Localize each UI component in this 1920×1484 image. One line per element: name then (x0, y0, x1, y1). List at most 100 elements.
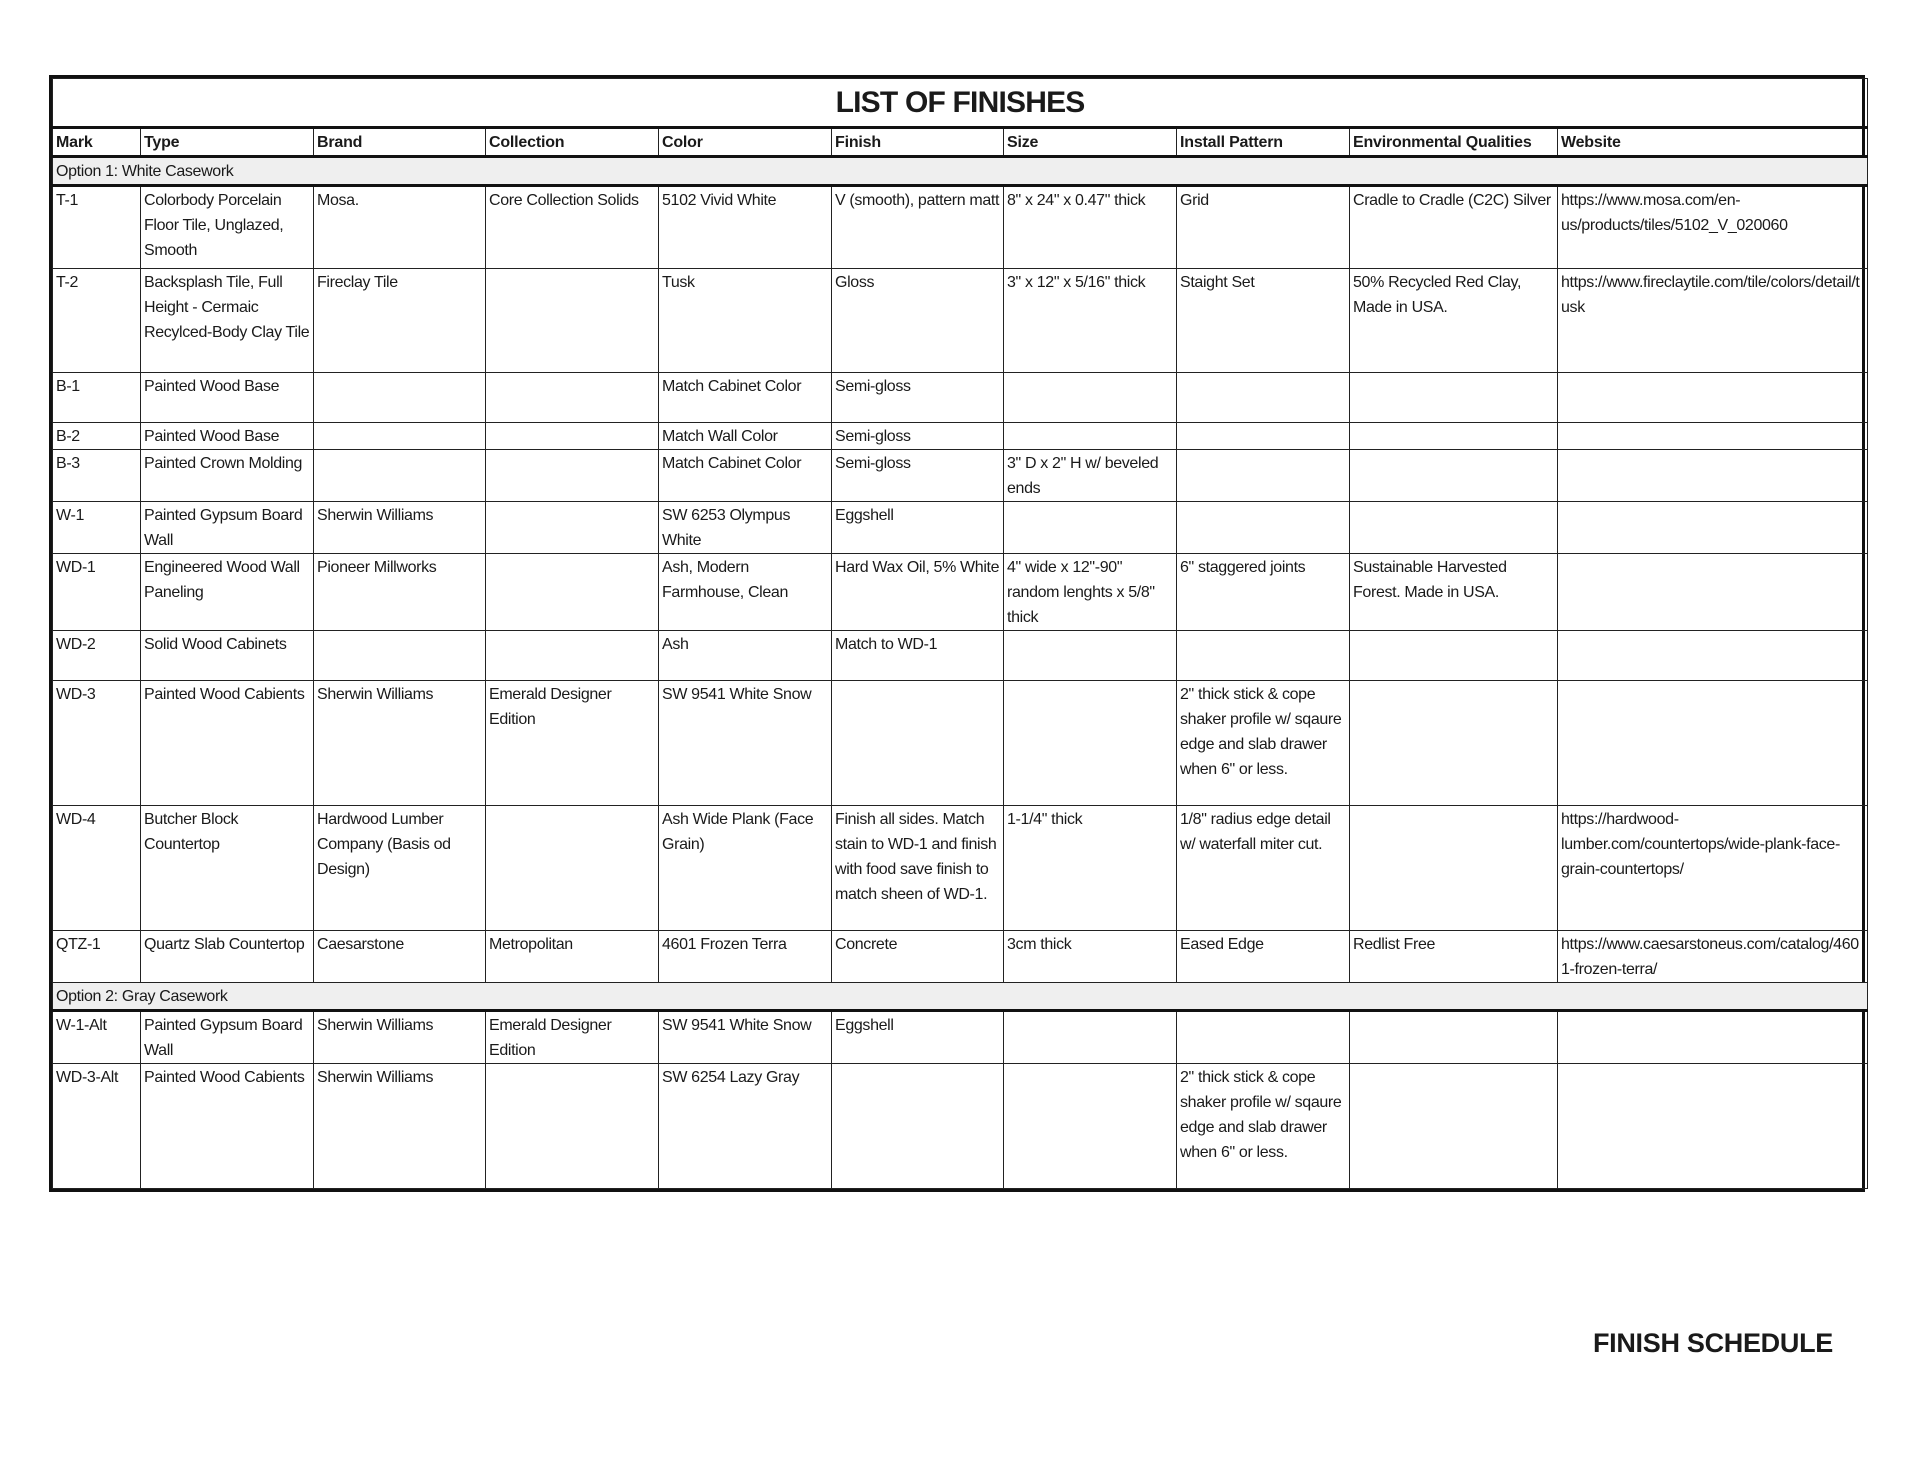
cell-finish: V (smooth), pattern matt (831, 185, 1004, 269)
cell-mark: B-1 (52, 372, 141, 423)
cell-mark: QTZ-1 (52, 930, 141, 983)
cell-type: Painted Wood Cabients (140, 1063, 314, 1189)
table-row: T-2 Backsplash Tile, Full Height - Cermai… (52, 268, 1869, 373)
table-title: LIST OF FINISHES (51, 78, 1869, 129)
cell-install-pattern: Staight Set (1176, 268, 1350, 373)
cell-install-pattern: Grid (1176, 185, 1350, 269)
cell-mark: WD-2 (52, 630, 141, 681)
cell-color: SW 9541 White Snow (658, 680, 832, 806)
cell-environmental-qualities (1349, 680, 1558, 806)
cell-finish (831, 680, 1004, 806)
cell-finish: Semi-gloss (831, 449, 1004, 502)
cell-install-pattern: Eased Edge (1176, 930, 1350, 983)
cell-type: Painted Crown Molding (140, 449, 314, 502)
sheet-footer-title: FINISH SCHEDULE (1592, 1328, 1833, 1358)
cell-color: 5102 Vivid White (658, 185, 832, 269)
section-row: Option 1: White Casework (51, 156, 1869, 187)
cell-type: Painted Wood Base (140, 372, 314, 423)
cell-type: Engineered Wood Wall Paneling (140, 553, 314, 631)
cell-install-pattern: 6" staggered joints (1176, 553, 1350, 631)
cell-brand (313, 372, 486, 423)
cell-website (1556, 449, 1869, 502)
cell-environmental-qualities (1349, 372, 1558, 423)
table-row: WD-3 Painted Wood Cabients Sherwin William… (52, 680, 1869, 806)
cell-environmental-qualities (1349, 805, 1558, 931)
table-row: WD-1 Engineered Wood Wall Paneling Pioneer… (52, 553, 1869, 631)
cell-size: 3" D x 2" H w/ beveled ends (1003, 449, 1177, 502)
table-row: B-3 Painted Crown Molding Match Cabinet Co… (52, 449, 1869, 502)
cell-color: Ash, Modern Farmhouse, Clean (658, 553, 832, 631)
section-label: Option 1: White Casework (51, 156, 1869, 187)
cell-brand: Mosa. (313, 185, 486, 269)
cell-website: https://www.mosa.com/en-us/products/tile… (1556, 185, 1869, 269)
title-row: LIST OF FINISHES (51, 78, 1869, 129)
cell-mark: T-1 (52, 185, 141, 269)
cell-size: 4" wide x 12"-90" random lenghts x 5/8" … (1003, 553, 1177, 631)
cell-environmental-qualities (1349, 1063, 1558, 1189)
section-row: Option 2: Gray Casework (51, 982, 1869, 1012)
cell-collection (485, 1063, 659, 1189)
cell-mark: B-2 (52, 422, 141, 450)
cell-website (1556, 1010, 1869, 1064)
cell-type: Butcher Block Countertop (140, 805, 314, 931)
cell-collection (485, 268, 659, 373)
column-header-website: Website (1556, 127, 1869, 158)
cell-size (1003, 630, 1177, 681)
cell-environmental-qualities: Cradle to Cradle (C2C) Silver (1349, 185, 1558, 269)
cell-website (1556, 1063, 1869, 1189)
cell-install-pattern (1176, 449, 1350, 502)
cell-size (1003, 680, 1177, 806)
cell-mark: B-3 (52, 449, 141, 502)
cell-mark: T-2 (52, 268, 141, 373)
column-header-collection: Collection (485, 127, 659, 158)
cell-brand (313, 630, 486, 681)
cell-type: Painted Wood Base (140, 422, 314, 450)
cell-size (1003, 372, 1177, 423)
cell-type: Painted Wood Cabients (140, 680, 314, 806)
cell-website: https://hardwood-lumber.com/countertops/… (1556, 805, 1869, 931)
cell-size (1003, 1010, 1177, 1064)
cell-brand: Sherwin Williams (313, 1063, 486, 1189)
section-label: Option 2: Gray Casework (51, 982, 1869, 1012)
cell-environmental-qualities: Redlist Free (1349, 930, 1558, 983)
cell-size: 8" x 24" x 0.47" thick (1003, 185, 1177, 269)
table-row: B-1 Painted Wood Base Match Cabinet Color S… (52, 372, 1869, 423)
column-header-brand: Brand (313, 127, 486, 158)
cell-brand: Caesarstone (313, 930, 486, 983)
cell-mark: WD-1 (52, 553, 141, 631)
cell-brand: Sherwin Williams (313, 680, 486, 806)
column-header-color: Color (658, 127, 832, 158)
cell-color: SW 6253 Olympus White (658, 501, 832, 554)
cell-collection: Emerald Designer Edition (485, 680, 659, 806)
cell-color: Ash Wide Plank (Face Grain) (658, 805, 832, 931)
cell-brand: Sherwin Williams (313, 501, 486, 554)
cell-collection: Metropolitan (485, 930, 659, 983)
cell-brand: Fireclay Tile (313, 268, 486, 373)
cell-website: https://www.caesarstoneus.com/catalog/46… (1556, 930, 1869, 983)
cell-website: https://www.fireclaytile.com/tile/colors… (1556, 268, 1869, 373)
cell-website (1556, 422, 1869, 450)
cell-color: Match Cabinet Color (658, 372, 832, 423)
cell-collection (485, 553, 659, 631)
cell-website (1556, 630, 1869, 681)
cell-type: Backsplash Tile, Full Height - Cermaic R… (140, 268, 314, 373)
cell-type: Solid Wood Cabinets (140, 630, 314, 681)
cell-website (1556, 372, 1869, 423)
cell-website (1556, 680, 1869, 806)
table-row: W-1 Painted Gypsum Board Wall Sherwin Will… (52, 501, 1869, 554)
column-header-type: Type (140, 127, 314, 158)
cell-collection (485, 501, 659, 554)
cell-finish: Semi-gloss (831, 372, 1004, 423)
cell-color: Match Wall Color (658, 422, 832, 450)
column-header-mark: Mark (52, 127, 141, 158)
cell-install-pattern: 2" thick stick & cope shaker profile w/ … (1176, 1063, 1350, 1189)
table-row: WD-3-Alt Painted Wood Cabients Sherwin Wil… (52, 1063, 1869, 1189)
table-row: WD-2 Solid Wood Cabinets Ash Match to WD-1 (52, 630, 1869, 681)
column-header-finish: Finish (831, 127, 1004, 158)
cell-environmental-qualities (1349, 449, 1558, 502)
cell-finish: Finish all sides. Match stain to WD-1 an… (831, 805, 1004, 931)
cell-install-pattern (1176, 501, 1350, 554)
table-row: B-2 Painted Wood Base Match Wall Color Semi… (52, 422, 1869, 450)
cell-mark: WD-3-Alt (52, 1063, 141, 1189)
cell-size: 1-1/4" thick (1003, 805, 1177, 931)
